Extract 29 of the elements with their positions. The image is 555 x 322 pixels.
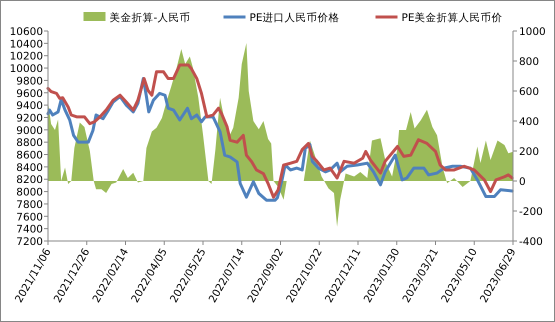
y2-tick-label: 600 <box>519 86 540 98</box>
legend-label: 美金折算-人民币 <box>110 11 190 24</box>
y-tick-label: 10600 <box>10 26 43 38</box>
y2-tick-label: 400 <box>519 116 540 128</box>
y2-tick-label: 0 <box>519 176 526 188</box>
y-tick-label: 8200 <box>16 174 43 186</box>
y-tick-label: 8000 <box>16 186 43 199</box>
y-tick-label: 10200 <box>10 50 43 63</box>
y-tick-label: 7600 <box>16 211 43 224</box>
y-tick-label: 8800 <box>16 137 43 150</box>
y2-tick-label: 1000 <box>519 26 546 38</box>
y-tick-label: 8400 <box>16 162 43 174</box>
y-tick-label: 9200 <box>16 112 43 124</box>
y2-tick-label: 200 <box>519 146 540 158</box>
y-tick-label: 9000 <box>16 124 43 137</box>
y-tick-label: 9400 <box>16 100 43 112</box>
y-tick-label: 8600 <box>16 150 43 162</box>
y2-tick-label: -400 <box>519 236 543 248</box>
y-tick-label: 9600 <box>16 88 43 100</box>
y-tick-label: 7200 <box>16 236 43 248</box>
y2-tick-label: -200 <box>519 206 543 218</box>
legend-label: PE进口人民币价格 <box>250 11 340 24</box>
y-tick-label: 7400 <box>16 224 43 236</box>
legend-label: PE美金折算人民币价 <box>402 11 502 24</box>
y-tick-label: 10400 <box>10 38 43 50</box>
y2-tick-label: 800 <box>519 56 540 68</box>
y-tick-label: 9800 <box>16 75 43 88</box>
y-tick-label: 7800 <box>16 198 43 211</box>
y-tick-label: 10000 <box>10 63 43 76</box>
